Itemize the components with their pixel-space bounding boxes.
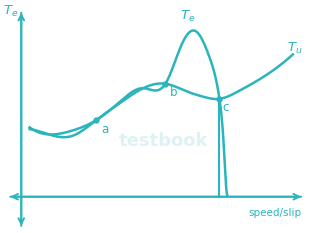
Text: $T_e$: $T_e$	[180, 9, 195, 24]
Text: a: a	[102, 123, 109, 136]
Text: $T_u$: $T_u$	[287, 41, 303, 56]
Text: testbook: testbook	[119, 132, 208, 150]
Text: $T_e$: $T_e$	[3, 4, 18, 19]
Text: c: c	[223, 101, 229, 114]
Text: speed/slip: speed/slip	[248, 208, 301, 218]
Text: b: b	[170, 86, 177, 99]
